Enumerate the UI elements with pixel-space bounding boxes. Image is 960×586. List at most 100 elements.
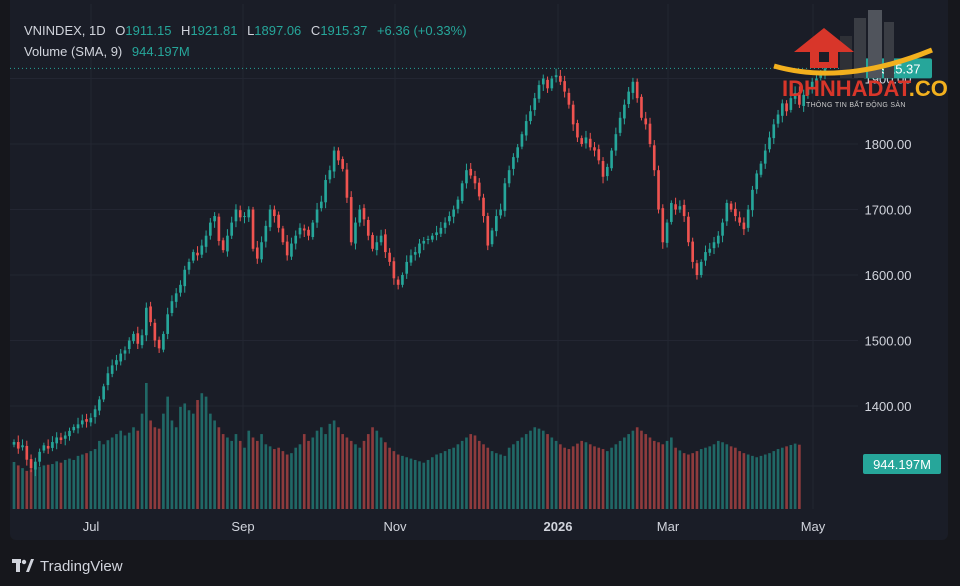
candle-body[interactable] (729, 203, 733, 210)
candle-body[interactable] (635, 81, 639, 99)
candle-body[interactable] (290, 243, 293, 257)
candle-body[interactable] (789, 98, 793, 110)
candle-body[interactable] (328, 170, 332, 180)
candle-body[interactable] (68, 430, 71, 437)
candle-body[interactable] (426, 238, 430, 240)
candle-body[interactable] (21, 445, 24, 448)
candle-body[interactable] (251, 209, 255, 249)
candle-body[interactable] (618, 117, 622, 133)
candle-body[interactable] (187, 261, 191, 270)
candle-body[interactable] (418, 243, 421, 254)
candle-body[interactable] (776, 114, 780, 124)
candle-body[interactable] (605, 166, 609, 177)
candle-body[interactable] (610, 150, 613, 169)
candle-body[interactable] (704, 252, 707, 261)
candle-body[interactable] (576, 123, 579, 138)
candle-body[interactable] (260, 242, 263, 260)
candle-body[interactable] (734, 208, 737, 217)
candle-body[interactable] (179, 284, 182, 293)
candle-body[interactable] (482, 197, 485, 217)
candle-body[interactable] (413, 252, 417, 255)
candle-body[interactable] (366, 219, 370, 236)
candle-body[interactable] (810, 81, 814, 88)
candle-body[interactable] (584, 137, 588, 144)
candle-body[interactable] (563, 81, 566, 92)
candle-body[interactable] (631, 81, 635, 93)
candle-body[interactable] (217, 216, 221, 241)
chart-panel[interactable]: 1400.00 1500.00 1600.00 1700.00 1800.00 1900.… (10, 0, 948, 540)
candle-body[interactable] (144, 307, 148, 336)
candle-body[interactable] (567, 92, 571, 105)
candle-body[interactable] (153, 322, 157, 341)
candle-body[interactable] (793, 92, 797, 99)
candle-body[interactable] (695, 263, 699, 275)
candle-body[interactable] (443, 222, 447, 228)
candle-body[interactable] (102, 386, 105, 400)
candle-body[interactable] (780, 103, 784, 116)
candle-body[interactable] (127, 340, 131, 350)
candle-body[interactable] (140, 335, 144, 346)
candle-body[interactable] (196, 252, 199, 256)
candle-body[interactable] (716, 235, 720, 244)
candle-body[interactable] (98, 399, 101, 411)
candle-body[interactable] (294, 235, 298, 244)
candle-body[interactable] (533, 98, 537, 110)
candle-body[interactable] (388, 252, 391, 262)
candle-body[interactable] (405, 261, 409, 274)
candle-body[interactable] (541, 78, 545, 85)
candle-body[interactable] (320, 201, 323, 209)
candle-body[interactable] (746, 209, 750, 228)
candle-body[interactable] (12, 442, 16, 445)
candle-body[interactable] (550, 78, 554, 89)
candle-body[interactable] (499, 209, 502, 216)
candle-body[interactable] (226, 235, 229, 252)
candle-body[interactable] (34, 461, 37, 470)
candle-body[interactable] (315, 209, 319, 223)
candle-body[interactable] (191, 252, 195, 261)
candle-body[interactable] (38, 451, 41, 462)
candle-body[interactable] (55, 437, 59, 444)
candle-body[interactable] (691, 241, 695, 262)
candle-body[interactable] (230, 222, 234, 236)
candle-body[interactable] (106, 373, 110, 386)
candle-body[interactable] (657, 170, 660, 210)
candle-body[interactable] (149, 306, 152, 323)
candle-body[interactable] (59, 437, 63, 441)
candle-body[interactable] (768, 137, 771, 150)
candle-body[interactable] (392, 261, 396, 279)
candle-body[interactable] (759, 163, 763, 175)
candle-body[interactable] (699, 261, 703, 275)
candle-body[interactable] (806, 88, 810, 95)
candle-body[interactable] (652, 145, 656, 171)
candle-body[interactable] (89, 417, 93, 423)
candle-body[interactable] (460, 183, 464, 201)
candle-body[interactable] (277, 214, 280, 228)
candle-body[interactable] (524, 121, 528, 136)
candle-body[interactable] (162, 333, 165, 350)
candle-body[interactable] (209, 222, 212, 236)
candle-body[interactable] (358, 209, 362, 223)
candle-body[interactable] (512, 157, 515, 169)
candle-body[interactable] (670, 202, 673, 222)
candle-body[interactable] (354, 222, 357, 244)
price-chart[interactable]: 1400.001500.001600.001700.001800.001900.… (10, 0, 948, 540)
candle-body[interactable] (29, 459, 33, 469)
candle-body[interactable] (25, 445, 29, 460)
candle-body[interactable] (435, 232, 438, 236)
candle-body[interactable] (234, 209, 238, 222)
candle-body[interactable] (738, 217, 741, 223)
candle-body[interactable] (349, 197, 353, 243)
candle-body[interactable] (742, 222, 746, 230)
candle-body[interactable] (554, 75, 558, 78)
candle-body[interactable] (371, 235, 374, 249)
candle-body[interactable] (264, 225, 268, 242)
candle-body[interactable] (401, 275, 404, 285)
candle-body[interactable] (448, 216, 451, 222)
candle-body[interactable] (755, 173, 759, 190)
candle-body[interactable] (204, 235, 208, 247)
candle-body[interactable] (115, 360, 118, 365)
candle-body[interactable] (200, 245, 204, 255)
candle-body[interactable] (110, 365, 114, 374)
candle-body[interactable] (273, 209, 276, 217)
candle-body[interactable] (72, 426, 76, 431)
